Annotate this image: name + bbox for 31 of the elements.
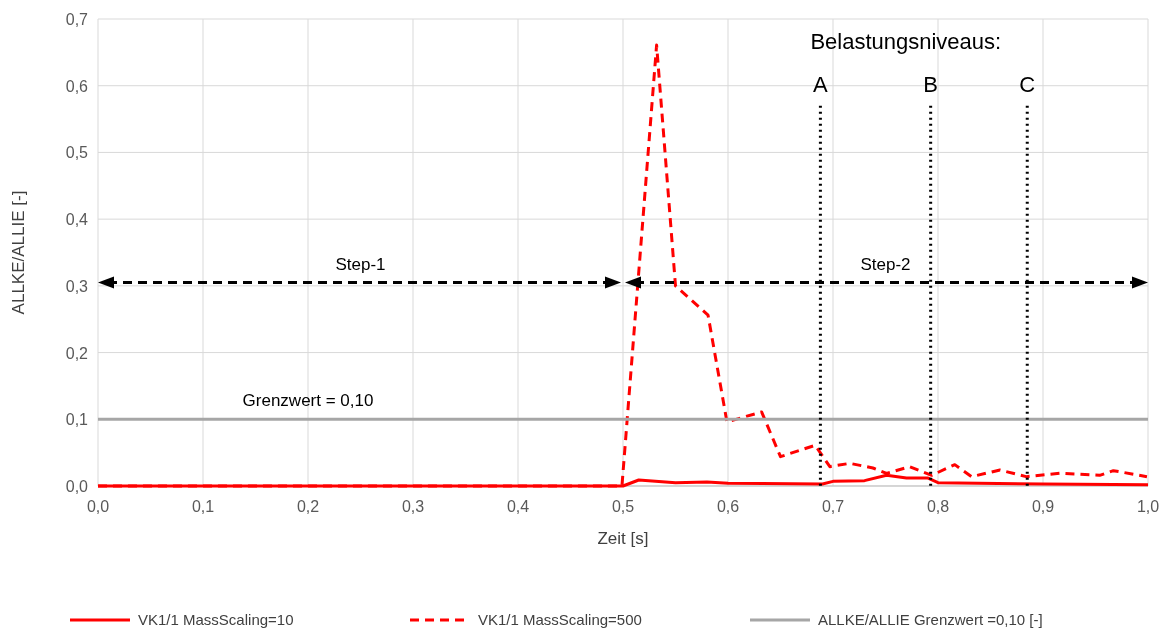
legend-label: VK1/1 MassScaling=10 [138,611,294,628]
y-tick-label: 0,6 [65,77,89,95]
x-tick-label: 1,0 [1136,498,1160,515]
annotation: Step-2 [860,254,911,274]
x-tick-label: 0,3 [401,498,425,515]
y-tick-label: 0,7 [65,11,89,28]
x-tick-label: 0,9 [1031,498,1055,515]
y-tick-label: 0,5 [65,144,89,162]
annotation: Step-1 [335,254,386,274]
y-tick-label: 0,2 [65,344,89,362]
x-tick-label: 0,6 [716,498,740,515]
x-tick-label: 0,8 [926,498,950,515]
x-tick-label: 0,5 [611,498,635,515]
ref-line-label: A [813,72,829,98]
x-tick-label: 0,0 [86,498,110,515]
y-tick-label: 0,0 [65,478,89,495]
legend-label: ALLKE/ALLIE Grenzwert =0,10 [-] [818,611,1043,628]
ref-line-label: C [1019,72,1036,98]
x-axis-title: Zeit [s] [597,529,649,548]
x-tick-label: 0,2 [296,498,320,515]
annotation: Belastungsniveaus: [810,29,1002,55]
x-tick-label: 0,4 [506,498,530,515]
x-tick-label: 0,1 [191,498,215,515]
y-tick-label: 0,4 [65,211,89,229]
x-tick-label: 0,7 [821,498,845,515]
ref-line-label: B [923,72,938,98]
annotation: Grenzwert = 0,10 [242,391,374,411]
y-tick-label: 0,3 [65,277,89,295]
legend-label: VK1/1 MassScaling=500 [478,611,642,628]
y-axis-title: ALLKE/ALLIE [-] [9,190,28,315]
y-tick-label: 0,1 [65,411,89,429]
